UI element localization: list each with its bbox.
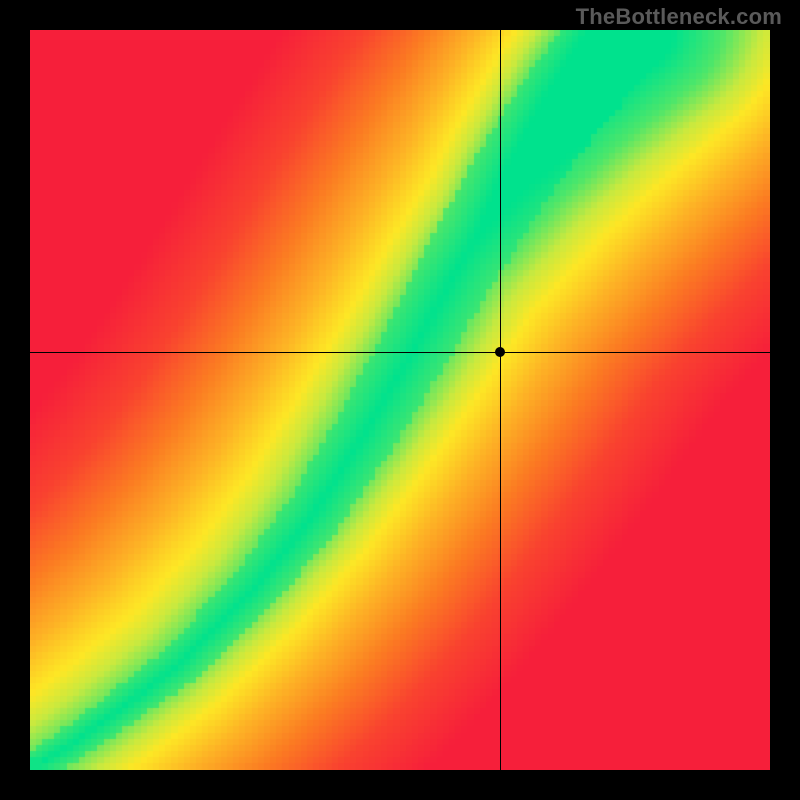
chart-container: TheBottleneck.com <box>0 0 800 800</box>
heatmap-plot <box>30 30 770 770</box>
heatmap-canvas <box>30 30 770 770</box>
watermark-text: TheBottleneck.com <box>576 4 782 30</box>
data-point <box>495 347 505 357</box>
